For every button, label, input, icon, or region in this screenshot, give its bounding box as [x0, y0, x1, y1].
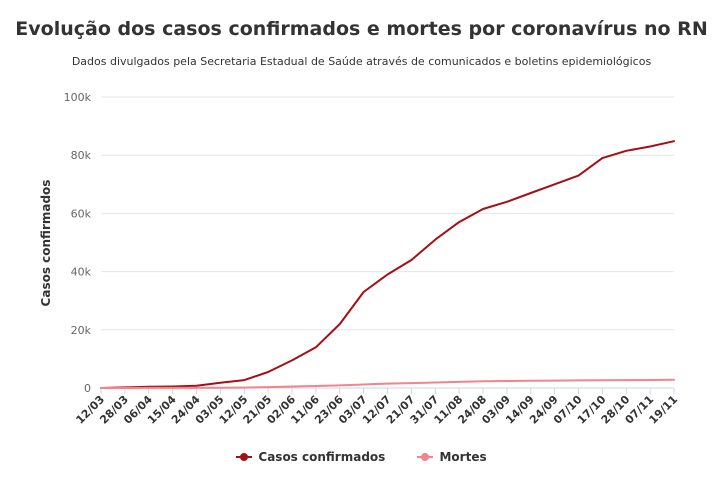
- y-axis-ticks: 0 20k 40k 60k 80k 100k: [64, 91, 92, 395]
- chart-title: Evolução dos casos confirmados e mortes …: [15, 18, 708, 40]
- series-lines: [100, 140, 675, 389]
- x-axis-ticks: 12/0328/0306/0415/0424/0403/0512/0521/05…: [73, 388, 680, 427]
- legend-symbol-casos: [236, 452, 253, 462]
- grid-lines: [101, 96, 674, 331]
- y-axis-label: Casos confirmados: [39, 180, 53, 307]
- series-line-0: [100, 140, 675, 389]
- legend-item-casos[interactable]: Casos confirmados: [236, 450, 385, 464]
- chart-subtitle: Dados divulgados pela Secretaria Estadua…: [71, 55, 652, 68]
- legend-symbol-mortes: [417, 452, 434, 462]
- legend-item-mortes[interactable]: Mortes: [417, 450, 487, 464]
- y-tick-label: 40k: [71, 266, 92, 279]
- y-tick-label: 100k: [64, 91, 92, 104]
- y-tick-label: 80k: [71, 149, 92, 162]
- legend-label-casos: Casos confirmados: [258, 450, 386, 464]
- y-tick-label: 20k: [71, 324, 92, 337]
- y-tick-label: 60k: [71, 207, 92, 220]
- y-tick-label: 0: [84, 382, 91, 395]
- legend-label-mortes: Mortes: [439, 450, 487, 464]
- legend: Casos confirmados Mortes: [0, 450, 723, 465]
